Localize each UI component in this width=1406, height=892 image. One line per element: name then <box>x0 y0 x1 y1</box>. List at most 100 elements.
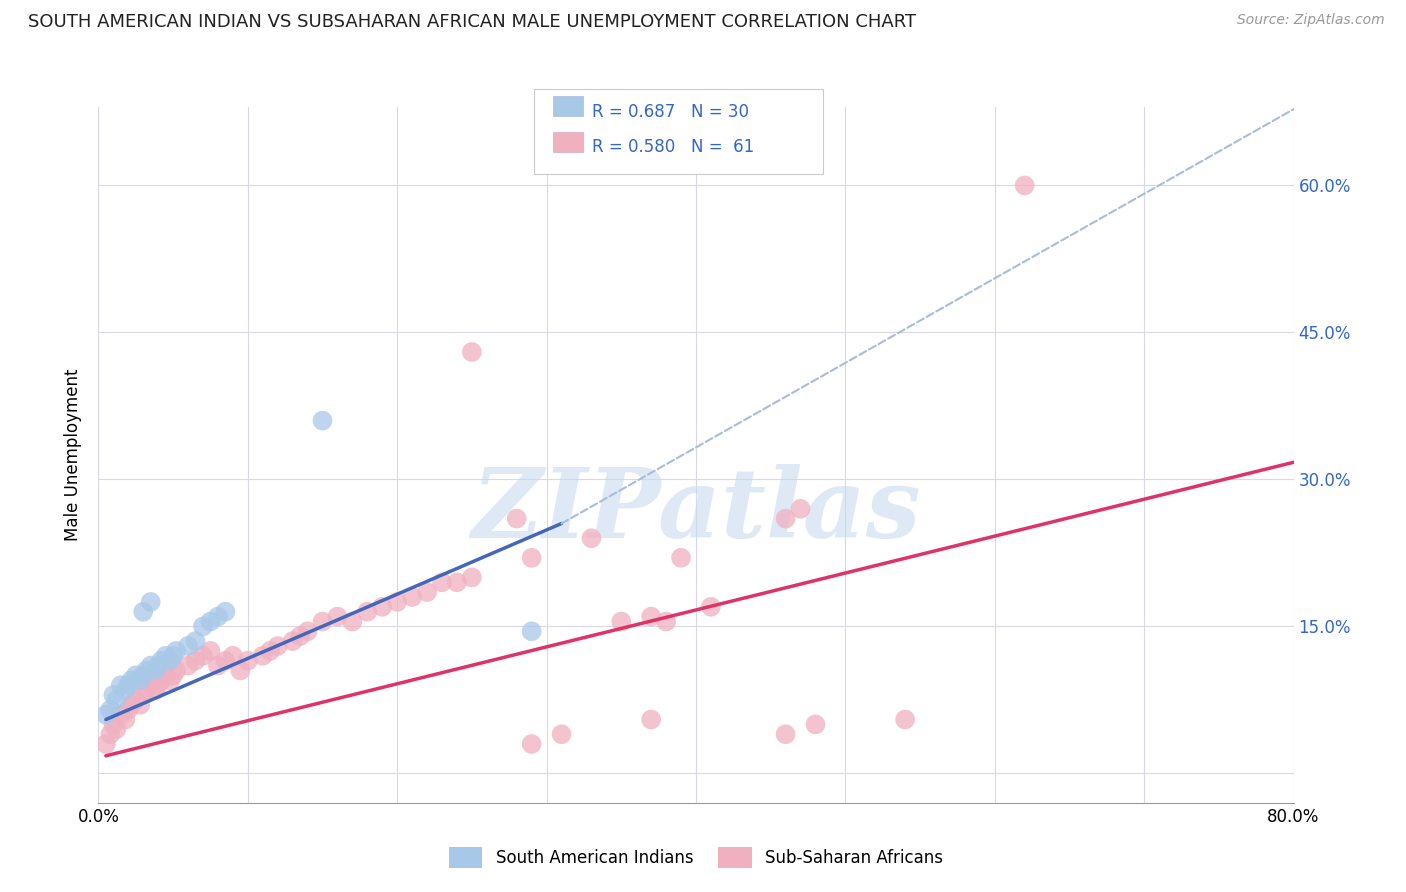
Point <box>117 678 139 692</box>
Point <box>461 570 484 584</box>
Point <box>139 678 162 692</box>
Point <box>105 723 128 737</box>
Point <box>184 654 207 668</box>
Point <box>669 550 692 565</box>
Point <box>401 590 423 604</box>
Point <box>165 664 187 678</box>
Point <box>184 634 207 648</box>
Point <box>177 658 200 673</box>
Point <box>120 698 142 712</box>
Point <box>148 678 170 692</box>
Legend: South American Indians, Sub-Saharan Africans: South American Indians, Sub-Saharan Afri… <box>443 841 949 874</box>
Point <box>804 717 827 731</box>
Point <box>117 703 139 717</box>
Point <box>135 683 157 698</box>
Point <box>132 605 155 619</box>
Point <box>416 585 439 599</box>
Point <box>789 501 811 516</box>
Point <box>207 609 229 624</box>
Text: R = 0.580   N =  61: R = 0.580 N = 61 <box>592 138 754 156</box>
Point <box>191 648 214 663</box>
Point <box>100 727 122 741</box>
Text: SOUTH AMERICAN INDIAN VS SUBSAHARAN AFRICAN MALE UNEMPLOYMENT CORRELATION CHART: SOUTH AMERICAN INDIAN VS SUBSAHARAN AFRI… <box>28 13 917 31</box>
Point <box>655 615 678 629</box>
Point <box>159 654 181 668</box>
Point <box>148 658 170 673</box>
Point <box>155 668 177 682</box>
Point <box>150 654 173 668</box>
Point <box>105 693 128 707</box>
Point <box>581 531 603 545</box>
Point <box>222 648 245 663</box>
Point <box>520 624 543 639</box>
Point <box>229 664 252 678</box>
Point <box>894 713 917 727</box>
Point <box>371 599 394 614</box>
Text: R = 0.687   N = 30: R = 0.687 N = 30 <box>592 103 749 120</box>
Point <box>775 727 797 741</box>
Point <box>640 713 662 727</box>
Point <box>430 575 453 590</box>
Point <box>506 511 529 525</box>
Point <box>252 648 274 663</box>
Point <box>114 713 136 727</box>
Point <box>165 644 187 658</box>
Text: ZIPatlas: ZIPatlas <box>471 464 921 558</box>
Point <box>132 668 155 682</box>
Point <box>200 644 222 658</box>
Point <box>1014 178 1036 193</box>
Point <box>200 615 222 629</box>
Point <box>125 693 148 707</box>
Point <box>214 654 236 668</box>
Point <box>129 673 152 688</box>
Point <box>214 605 236 619</box>
Point <box>103 717 125 731</box>
Point <box>297 624 319 639</box>
Point <box>139 658 162 673</box>
Point <box>103 688 125 702</box>
Point <box>110 707 132 722</box>
Point <box>207 658 229 673</box>
Point <box>775 511 797 525</box>
Point <box>342 615 364 629</box>
Y-axis label: Male Unemployment: Male Unemployment <box>65 368 83 541</box>
Point <box>520 737 543 751</box>
Point <box>288 629 311 643</box>
Point <box>162 668 184 682</box>
Point <box>143 683 166 698</box>
Point <box>461 345 484 359</box>
Point <box>385 595 409 609</box>
Point <box>129 698 152 712</box>
Point <box>177 639 200 653</box>
Point <box>100 703 122 717</box>
Point <box>550 727 572 741</box>
Point <box>135 664 157 678</box>
Point <box>191 619 214 633</box>
Point <box>311 414 333 428</box>
Point <box>520 550 543 565</box>
Point <box>110 678 132 692</box>
Point <box>236 654 259 668</box>
Point <box>159 673 181 688</box>
Point <box>120 673 142 688</box>
Point <box>326 609 349 624</box>
Point <box>640 609 662 624</box>
Point <box>139 595 162 609</box>
Point <box>446 575 468 590</box>
Point <box>143 664 166 678</box>
Point <box>267 639 290 653</box>
Point <box>311 615 333 629</box>
Text: Source: ZipAtlas.com: Source: ZipAtlas.com <box>1237 13 1385 28</box>
Point <box>150 673 173 688</box>
Point <box>94 707 117 722</box>
Point <box>162 648 184 663</box>
Point <box>94 737 117 751</box>
Point <box>259 644 281 658</box>
Point <box>356 605 378 619</box>
Point <box>114 683 136 698</box>
Point <box>125 668 148 682</box>
Point <box>155 648 177 663</box>
Point <box>610 615 633 629</box>
Point <box>700 599 723 614</box>
Point <box>132 688 155 702</box>
